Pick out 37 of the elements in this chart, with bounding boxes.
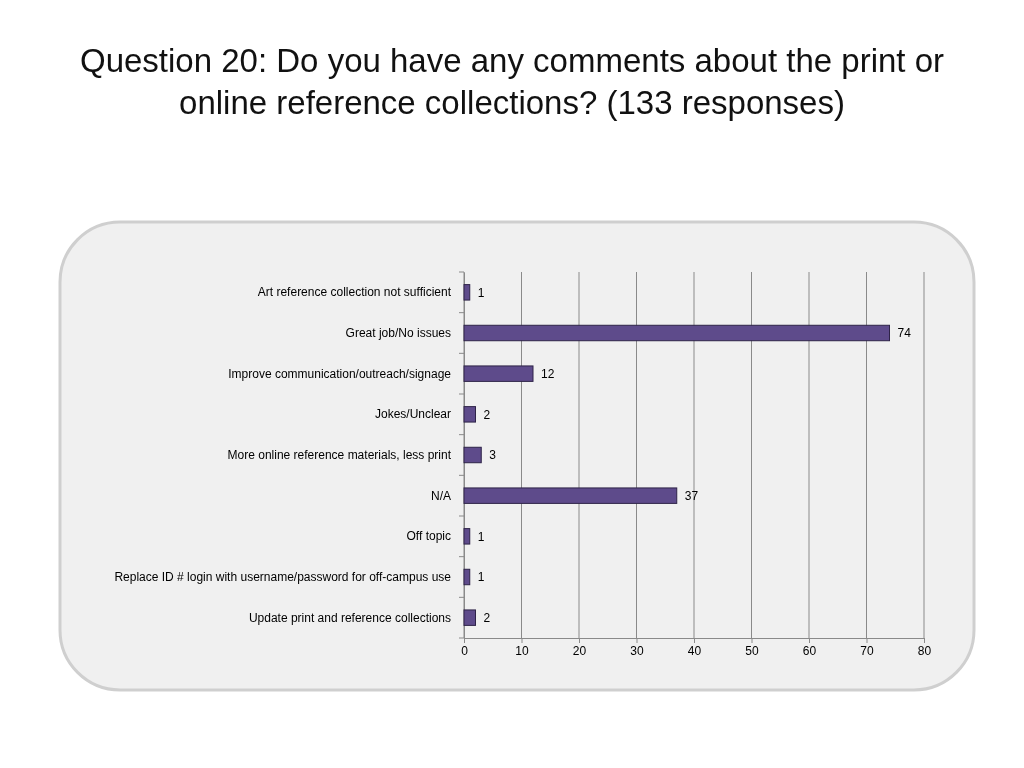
x-tick-label: 40 [687,643,702,658]
y-tick-label: Off topic [406,529,451,544]
x-tick-label: 30 [630,643,644,658]
bar [463,406,476,423]
data-label: 74 [897,326,912,341]
y-tick-label: Replace ID # login with username/password for off-campus use [114,569,452,584]
data-label: 12 [541,366,555,381]
y-tick-label: N/A [430,488,451,503]
data-label: 2 [483,610,491,625]
x-tick-label: 0 [461,643,469,658]
y-tick-label: Improve communication/outreach/signage [228,366,452,381]
y-tick-label: Great job/No issues [345,325,451,340]
bar [463,568,471,586]
chart-title: Question 20: Do you have any comments about the print or online reference collections? (133 responses) [79,41,945,123]
x-tick-label: 60 [802,643,817,658]
bar [463,609,476,626]
data-label: 1 [477,570,485,585]
data-label: 1 [477,285,485,300]
y-tick-label: Update print and reference collections [248,610,451,625]
y-tick-label: Jokes/Unclear [374,407,451,422]
x-tick-label: 50 [745,643,759,658]
data-label: 37 [684,488,699,503]
data-label: 3 [489,448,497,463]
y-tick-label: Art reference collection not sufficient [257,285,452,300]
x-tick-label: 10 [515,643,529,658]
x-tick-label: 80 [917,643,932,658]
y-tick-label: More online reference materials, less print [227,447,452,462]
data-label: 2 [483,407,491,422]
bar [463,324,890,342]
bar [463,487,678,504]
bar [463,528,471,545]
x-tick-label: 20 [572,643,587,658]
data-label: 1 [477,529,485,544]
bar [463,365,534,382]
x-tick-label: 70 [860,643,874,658]
bar [463,446,482,464]
bar [463,284,471,301]
